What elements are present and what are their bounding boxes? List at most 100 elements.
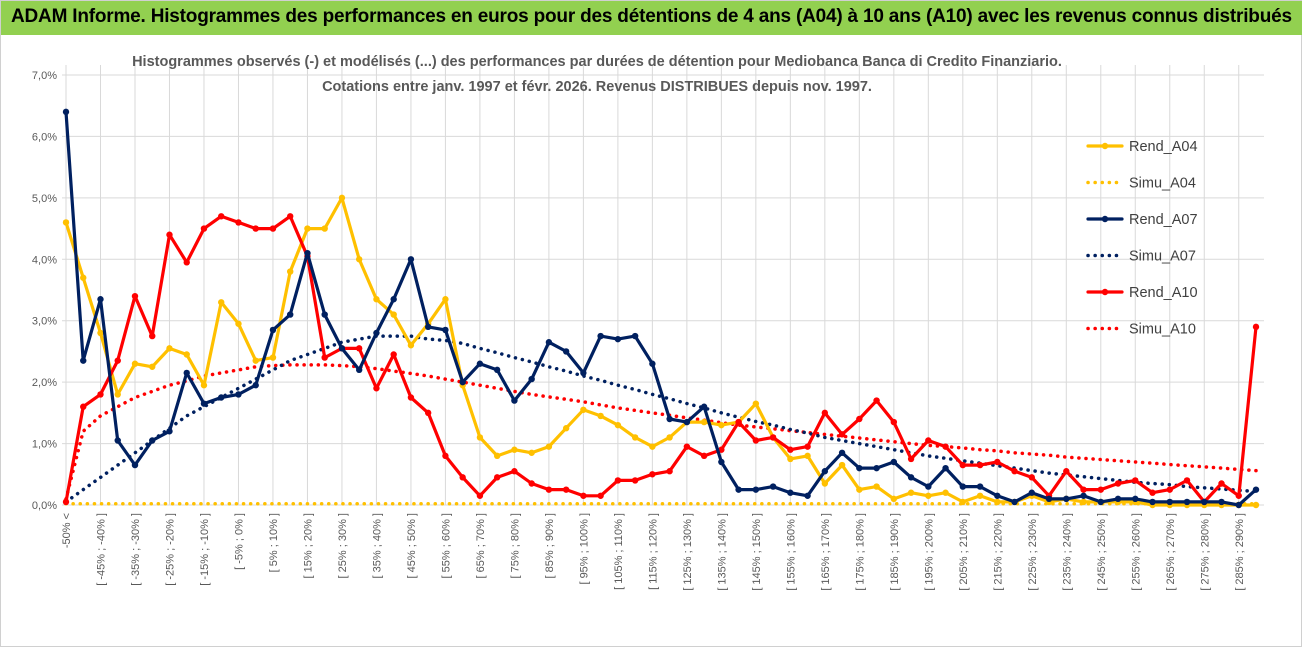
data-point-rend-a07 [700, 403, 708, 410]
series-line-rend-a07 [64, 110, 1258, 507]
data-point-rend-a07 [614, 335, 622, 343]
x-tick-label: [ 155% ; 160% ] [785, 513, 797, 591]
y-tick-label: 3,0% [32, 316, 57, 328]
data-point-rend-a04 [321, 225, 328, 232]
legend-label: Rend_A07 [1129, 212, 1198, 228]
x-tick-label: [ -45% ; -40% ] [95, 513, 107, 586]
data-point-rend-a10 [476, 492, 484, 499]
data-point-rend-a07 [338, 345, 346, 352]
data-point-rend-a10 [821, 409, 829, 417]
data-point-rend-a04 [666, 434, 673, 441]
data-point-rend-a04 [235, 320, 242, 327]
data-point-rend-a07 [1132, 495, 1139, 503]
data-point-rend-a07 [787, 489, 794, 496]
data-point-rend-a07 [114, 437, 121, 444]
data-point-rend-a10 [183, 259, 190, 266]
data-point-rend-a10 [735, 418, 742, 426]
data-point-rend-a07 [235, 391, 242, 398]
data-point-rend-a04 [597, 412, 604, 420]
x-tick-label: [ 285% ; 290% ] [1234, 513, 1246, 591]
data-point-rend-a07 [390, 296, 397, 303]
data-point-rend-a04 [1080, 498, 1087, 506]
data-point-rend-a10 [631, 477, 639, 484]
x-tick-label: [ 95% ; 100% ] [578, 513, 590, 585]
data-point-rend-a04 [390, 311, 397, 318]
data-point-rend-a07 [1028, 489, 1035, 496]
data-point-rend-a10 [752, 437, 760, 444]
data-point-rend-a07 [442, 326, 449, 334]
data-point-rend-a10 [614, 477, 622, 484]
data-point-rend-a10 [149, 332, 156, 340]
data-point-rend-a04 [890, 495, 898, 503]
data-point-rend-a07 [1080, 492, 1087, 499]
data-point-rend-a10 [545, 486, 553, 493]
data-point-rend-a07 [994, 492, 1001, 499]
data-point-rend-a10 [890, 418, 898, 426]
data-point-rend-a10 [218, 213, 225, 220]
x-tick-label: [ 235% ; 240% ] [1061, 513, 1073, 591]
data-point-rend-a04 [114, 391, 121, 398]
gridlines [62, 65, 1264, 506]
data-point-rend-a04 [200, 382, 208, 389]
data-point-rend-a04 [925, 492, 932, 499]
series-line-rend-a10 [64, 214, 1258, 504]
data-point-rend-a04 [787, 455, 794, 463]
data-point-rend-a10 [1218, 480, 1225, 487]
data-point-rend-a07 [528, 375, 535, 383]
data-point-rend-a07 [856, 464, 863, 472]
x-tick-label: [ 45% ; 50% ] [406, 513, 418, 578]
data-point-rend-a04 [287, 268, 294, 275]
series-line-simu-a10 [64, 363, 1258, 501]
x-tick-label: [ 35% ; 40% ] [371, 513, 383, 578]
y-tick-label: 5,0% [32, 193, 57, 205]
data-point-rend-a04 [614, 421, 622, 429]
data-point-rend-a07 [407, 256, 415, 263]
x-tick-label: [ 175% ; 180% ] [854, 513, 866, 591]
data-point-rend-a10 [511, 468, 518, 475]
data-point-rend-a07 [649, 360, 656, 367]
data-point-rend-a04 [511, 446, 518, 453]
x-tick-label: [ 115% ; 120% ] [647, 513, 659, 590]
legend: Rend_A04 Simu_A04 Rend_A07 Simu_A07 Rend_A10… [1086, 139, 1198, 338]
data-point-rend-a10 [1063, 468, 1070, 475]
data-point-rend-a10 [407, 394, 415, 401]
data-point-rend-a04 [338, 194, 346, 202]
x-tick-label: [ 275% ; 280% ] [1199, 513, 1211, 591]
data-point-rend-a07 [1063, 495, 1070, 503]
data-point-rend-a07 [1045, 495, 1053, 503]
data-point-rend-a07 [355, 366, 363, 374]
data-point-rend-a04 [355, 256, 363, 263]
data-point-rend-a07 [183, 369, 190, 377]
x-tick-label: [ 245% ; 250% ] [1096, 513, 1108, 591]
data-point-rend-a07 [62, 108, 70, 116]
data-point-rend-a10 [80, 403, 87, 410]
data-point-rend-a10 [700, 452, 708, 460]
x-tick-label: [ 265% ; 270% ] [1165, 513, 1177, 591]
data-point-rend-a07 [149, 437, 156, 444]
data-point-rend-a04 [631, 434, 639, 441]
data-point-rend-a04 [252, 357, 259, 364]
series-lines [62, 108, 1260, 509]
y-tick-label: 2,0% [32, 377, 57, 389]
data-point-rend-a07 [166, 428, 173, 435]
data-point-rend-a10 [166, 231, 173, 238]
data-point-rend-a07 [907, 474, 915, 481]
data-point-rend-a07 [1235, 501, 1242, 509]
data-point-rend-a07 [1252, 486, 1260, 493]
x-tick-label: [ -35% ; -30% ] [130, 513, 142, 586]
y-tick-label: 1,0% [32, 439, 57, 451]
data-point-rend-a07 [821, 468, 829, 475]
data-point-rend-a10 [856, 415, 863, 423]
legend-label: Simu_A07 [1129, 249, 1196, 265]
data-point-rend-a07 [718, 458, 725, 466]
data-point-rend-a10 [97, 391, 104, 398]
legend-entry-rend-a04: Rend_A04 [1086, 139, 1198, 155]
data-point-rend-a07 [493, 366, 501, 374]
data-point-rend-a04 [373, 296, 380, 303]
y-tick-label: 0,0% [32, 500, 57, 512]
x-tick-label: [ -15% ; -10% ] [199, 513, 211, 586]
report-title: ADAM Informe. Histogrammes des performan… [11, 6, 1292, 27]
data-point-rend-a04 [166, 345, 173, 352]
data-point-rend-a10 [235, 219, 242, 226]
legend-label: Simu_A04 [1129, 176, 1196, 192]
